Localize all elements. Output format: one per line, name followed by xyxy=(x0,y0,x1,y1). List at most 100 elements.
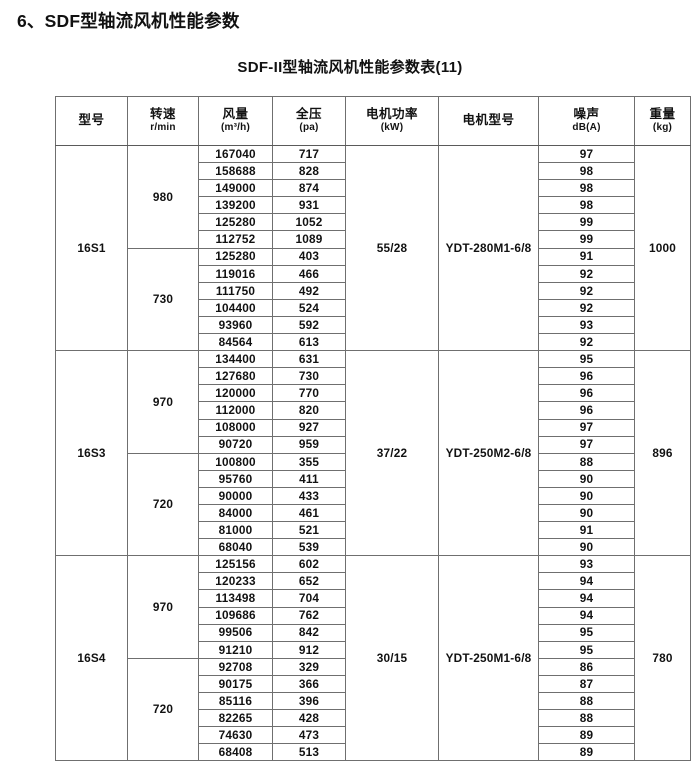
cell-pressure: 473 xyxy=(272,726,346,745)
cell-motor-power: 30/15 xyxy=(345,555,439,761)
column-header-0: 型号 xyxy=(55,96,128,146)
cell-motor-model: YDT-250M2-6/8 xyxy=(438,350,539,557)
cell-noise: 97 xyxy=(538,418,635,437)
cell-pressure: 602 xyxy=(272,555,346,574)
cell-pressure: 631 xyxy=(272,350,346,369)
column-header-unit: (kg) xyxy=(652,122,673,134)
column-header-title: 型号 xyxy=(78,113,105,128)
cell-noise: 97 xyxy=(538,144,635,164)
cell-airflow: 119016 xyxy=(198,264,273,283)
cell-motor-model: YDT-280M1-6/8 xyxy=(438,144,539,352)
cell-noise: 87 xyxy=(538,674,635,694)
table-row: 119016 466 92 xyxy=(56,264,691,283)
cell-noise: 94 xyxy=(538,589,635,608)
cell-speed: 720 xyxy=(127,657,199,761)
cell-noise: 98 xyxy=(538,162,635,181)
cell-pressure: 428 xyxy=(272,709,346,728)
column-header-unit: dB(A) xyxy=(572,122,601,134)
cell-airflow: 91210 xyxy=(198,640,273,659)
fan-performance-table: 型号 转速 r/min 风量 (m³/h) 全压 (pa) 电机功率 (kW) 电机型号 噪声 dB(… xyxy=(55,96,691,761)
table-header: 型号 转速 r/min 风量 (m³/h) 全压 (pa) 电机功率 (kW) 电机型号 噪声 dB(… xyxy=(55,96,691,146)
cell-noise: 93 xyxy=(538,555,635,574)
cell-noise: 92 xyxy=(538,264,635,283)
cell-motor-power: 37/22 xyxy=(345,350,439,557)
cell-noise: 96 xyxy=(538,401,635,420)
table-row: 720 100800 355 88 xyxy=(56,452,691,557)
cell-noise: 97 xyxy=(538,435,635,454)
column-header-unit: (m³/h) xyxy=(221,122,250,134)
cell-pressure: 524 xyxy=(272,298,346,317)
cell-pressure: 874 xyxy=(272,179,346,198)
column-header-title: 电机功率 xyxy=(365,107,418,122)
cell-pressure: 912 xyxy=(272,640,346,659)
cell-pressure: 539 xyxy=(272,538,346,557)
table-row: 108000 927 97 xyxy=(56,418,691,437)
cell-airflow: 104400 xyxy=(198,298,273,317)
column-header-title: 电机型号 xyxy=(462,113,515,128)
table-row: 81000 521 91 xyxy=(56,521,691,540)
cell-airflow: 167040 xyxy=(198,144,273,164)
table-row: 90000 433 90 xyxy=(56,486,691,505)
cell-noise: 98 xyxy=(538,196,635,215)
cell-pressure: 820 xyxy=(272,401,346,420)
table-row: 120000 770 96 xyxy=(56,384,691,403)
cell-weight: 1000 xyxy=(634,144,691,352)
table-row: 112752 1089 99 xyxy=(56,230,691,249)
column-header-title: 噪声 xyxy=(573,107,600,122)
cell-pressure: 842 xyxy=(272,623,346,642)
table-row: 104400 524 92 xyxy=(56,298,691,317)
table-row: 99506 842 95 xyxy=(56,623,691,642)
cell-pressure: 366 xyxy=(272,674,346,694)
cell-noise: 91 xyxy=(538,247,635,266)
cell-weight: 780 xyxy=(634,555,691,761)
cell-noise: 95 xyxy=(538,623,635,642)
table-row: 93960 592 93 xyxy=(56,315,691,335)
column-header-5: 电机型号 xyxy=(438,96,539,146)
cell-noise: 88 xyxy=(538,691,635,711)
table-row: 16S3 970 134400 631 37/22 YDT-250M2-6/8 95 896 xyxy=(55,350,691,557)
cell-airflow: 93960 xyxy=(198,315,273,335)
table-row: 125280 1052 99 xyxy=(56,213,691,232)
cell-pressure: 717 xyxy=(272,144,346,164)
cell-airflow: 74630 xyxy=(198,726,273,745)
spec-table-container: 型号 转速 r/min 风量 (m³/h) 全压 (pa) 电机功率 (kW) 电机型号 噪声 dB(… xyxy=(55,96,691,761)
cell-noise: 94 xyxy=(538,606,635,625)
cell-pressure: 762 xyxy=(272,606,346,625)
table-row: 82265 428 88 xyxy=(56,709,691,728)
cell-airflow: 92708 xyxy=(198,657,273,676)
table-row: 113498 704 94 xyxy=(56,589,691,608)
table-row: 16S4 970 125156 602 30/15 YDT-250M1-6/8 93 780 xyxy=(55,555,691,761)
cell-airflow: 120233 xyxy=(198,572,273,591)
cell-airflow: 82265 xyxy=(198,709,273,728)
cell-motor-model: YDT-250M1-6/8 xyxy=(438,555,539,761)
cell-pressure: 521 xyxy=(272,521,346,540)
cell-airflow: 90000 xyxy=(198,486,273,505)
column-header-6: 噪声 dB(A) xyxy=(538,96,635,146)
cell-noise: 91 xyxy=(538,521,635,540)
cell-airflow: 84000 xyxy=(198,503,273,523)
cell-pressure: 1089 xyxy=(272,230,346,249)
cell-pressure: 613 xyxy=(272,333,346,352)
cell-speed: 980 xyxy=(127,145,199,249)
column-header-1: 转速 r/min xyxy=(127,96,199,146)
cell-airflow: 100800 xyxy=(198,452,273,471)
table-row: 730 125280 403 91 xyxy=(56,247,691,352)
cell-pressure: 927 xyxy=(272,418,346,437)
cell-airflow: 81000 xyxy=(198,521,273,540)
cell-noise: 90 xyxy=(538,469,635,488)
cell-airflow: 139200 xyxy=(198,196,273,215)
cell-noise: 90 xyxy=(538,503,635,523)
cell-pressure: 411 xyxy=(272,469,346,488)
cell-noise: 99 xyxy=(538,213,635,232)
cell-noise: 96 xyxy=(538,384,635,403)
cell-airflow: 90720 xyxy=(198,435,273,454)
cell-noise: 86 xyxy=(538,657,635,676)
cell-pressure: 931 xyxy=(272,196,346,215)
cell-noise: 88 xyxy=(538,709,635,728)
cell-speed: 720 xyxy=(127,452,199,557)
table-row: 85116 396 88 xyxy=(56,691,691,711)
table-row: 16S1 980 167040 717 55/28 YDT-280M1-6/8 97 1000 xyxy=(55,144,691,352)
cell-pressure: 652 xyxy=(272,572,346,591)
cell-airflow: 127680 xyxy=(198,367,273,386)
cell-noise: 99 xyxy=(538,230,635,249)
